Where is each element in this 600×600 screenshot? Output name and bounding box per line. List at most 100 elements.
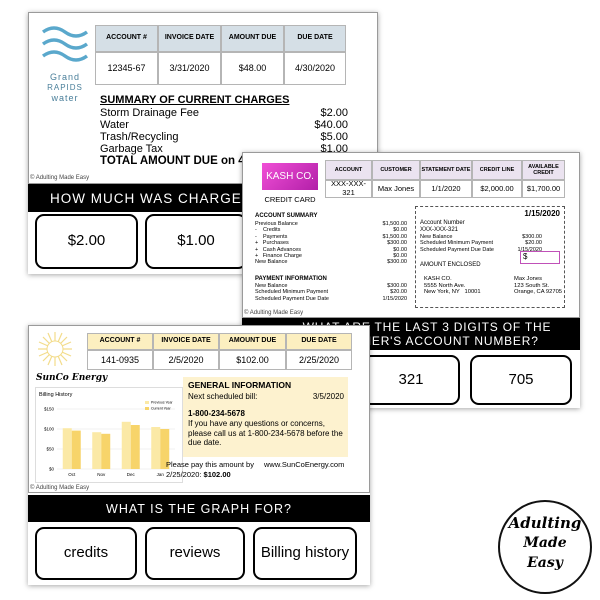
phone: 1-800-234-5678 [188,409,245,418]
copyright: © Adulting Made Easy [30,485,90,491]
line-label: + Purchases [255,240,289,247]
table-cell: 2/5/2020 [153,350,219,370]
address-line: New York, NY 10001 [424,289,481,296]
bar [130,425,140,469]
answer-button[interactable]: 321 [362,355,460,405]
kash-logo: KASH CO. [262,163,318,190]
table-cell: 1/1/2020 [420,180,472,198]
line-label: New Balance [255,283,288,289]
billing-chart: Billing History $0 $50 $100 $150 Oct Nov Dec Jan… [39,392,175,477]
line-amount: $300.00 [387,240,407,247]
line-amount: 1/15/2020 [382,295,407,302]
answer-button[interactable]: Billing history [253,527,357,580]
table-header-cell: DUE DATE [284,25,346,52]
line-label: New Balance [420,234,453,240]
line-label: Scheduled Minimum Payment [420,240,494,247]
table-cell: 4/30/2020 [284,52,346,85]
y-tick-label: $150 [44,407,55,412]
table-header-cell: ACCOUNT # [87,333,153,350]
badge-text: Adulting [508,514,582,532]
legend-label: Current Year [151,407,171,411]
charge-item: Trash/Recycling [100,131,179,143]
table-cell: $1,700.00 [522,180,565,198]
line-amount: $0.00 [393,253,407,259]
sun-logo [38,332,72,366]
x-tick-label: Oct [68,472,76,477]
table-header-cell: CREDIT LINE [472,160,522,180]
badge [498,500,592,594]
line-amount: $1,500.00 [382,221,407,227]
line-amount: $300.00 [522,234,542,240]
payment-stub [415,206,565,308]
line-amount: $0.00 [393,227,407,234]
line-amount: $300.00 [387,283,407,289]
stub-date: 1/15/2020 [524,209,560,218]
line-amount: $20.00 [390,289,407,296]
address-line: 123 South St. [514,282,550,289]
line-label: New Balance [255,259,288,266]
table-cell: 2/25/2020 [286,350,352,370]
badge-text: Easy [527,555,563,571]
answer-button[interactable]: credits [35,527,137,580]
line-amount: 1/15/2020 [517,246,542,253]
legend-swatch [145,401,149,404]
answer-button[interactable]: $2.00 [35,214,138,269]
charge-item: Garbage Tax [100,143,163,155]
table-header-cell: STATEMENT DATE [420,160,472,180]
address-line: Max Jones [514,276,543,282]
table-header-cell: DUE DATE [286,333,352,350]
y-tick-label: $100 [44,427,55,432]
table-cell: $102.00 [219,350,286,370]
pay-note: Please pay this amount by 2/25/2020: $10… [166,460,258,479]
address-line: KASH CO. [424,276,452,282]
table-cell: 141-0935 [87,350,153,370]
bill [28,12,378,184]
charge-amount: $5.00 [320,131,348,143]
pay-text: Please pay this amount by 2/25/2020: [166,460,254,479]
bar [101,433,111,469]
table-cell: 3/31/2020 [158,52,221,85]
x-tick-label: Dec [127,472,136,477]
address-line: 5555 North Ave. [424,282,466,289]
x-tick-label: Jan [157,472,165,477]
line-amount: $0.00 [393,246,407,253]
answer-button[interactable]: reviews [145,527,245,580]
question: WHAT IS THE GRAPH FOR? [106,502,292,516]
bar [71,430,81,469]
line-label: - Payments [255,233,288,240]
table-cell: Max Jones [372,180,420,198]
stub-label: Account Number [420,220,465,226]
bill [242,152,580,318]
address-line: Orange, CA 92705 [514,289,563,296]
line-amount: $300.00 [387,259,407,266]
amount-enclosed: AMOUNT ENCLOSED [420,262,481,268]
table-header-cell: AMOUNT DUE [219,333,286,350]
line-amount: $1,500.00 [382,233,407,240]
table-cell: XXX-XXX-321 [325,180,372,198]
answer-button[interactable]: $1.00 [145,214,247,269]
charge-amount: $40.00 [314,119,348,131]
logo-line: Grand [49,72,80,82]
credit-card-card: KASH CO. CREDIT CARD ACCOUNT SUMMARY PAY… [242,152,580,408]
copyright: © Adulting Made Easy [30,175,90,181]
charge-item: Water [100,119,129,131]
table-header-cell: INVOICE DATE [153,333,219,350]
answer-button[interactable]: 705 [470,355,572,405]
legend-label: Previous Year [151,401,173,405]
section-title: PAYMENT INFORMATION [255,276,327,282]
question: HOW MUCH WAS CHARGED FOR [50,191,289,206]
stub-account: XXX-XXX-321 [420,227,459,233]
sunco-logo: SunCo Energy [36,373,108,383]
logo-line: water [51,93,79,103]
water-card: Grand RAPIDS water SUMMARY OF CURRENT CH… [28,12,378,274]
table-cell: $48.00 [221,52,284,85]
badge-text: Made [523,535,567,551]
y-tick-label: $50 [46,447,54,452]
line-label: Scheduled Minimum Payment [255,289,329,296]
chart-frame [35,387,183,483]
line-label: + Cash Advances [255,246,302,253]
x-tick-label: Nov [97,472,106,477]
charge-item: Storm Drainage Fee [100,107,200,119]
line-label: Scheduled Payment Due Date [255,295,329,302]
table-cell: $2,000.00 [472,180,522,198]
